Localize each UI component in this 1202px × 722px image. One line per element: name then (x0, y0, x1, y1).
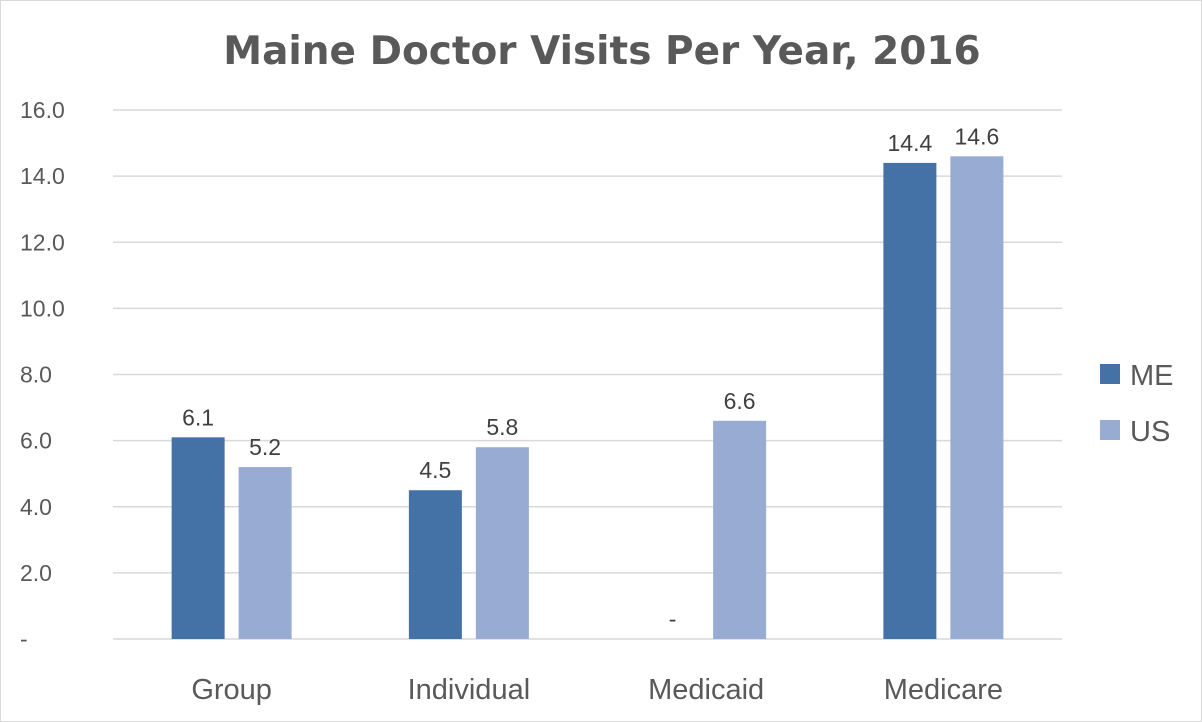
bar-me-individual (408, 490, 462, 639)
y-tick-label: 10.0 (20, 295, 65, 321)
bar-me-group (171, 437, 225, 639)
legend-label-me: ME (1130, 360, 1174, 392)
bar-us-medicare (950, 156, 1004, 639)
legend: ME US (1100, 360, 1174, 448)
data-label: 5.8 (486, 414, 518, 440)
y-tick-label: 8.0 (20, 362, 52, 388)
legend-label-us: US (1130, 416, 1170, 448)
data-label: 6.6 (724, 388, 756, 414)
legend-swatch-me (1100, 364, 1120, 384)
data-label: 5.2 (249, 434, 281, 460)
bar-us-individual (475, 447, 529, 639)
y-tick-label: 12.0 (20, 229, 65, 255)
data-label: 14.6 (954, 123, 999, 149)
y-tick-label: - (20, 626, 28, 652)
data-label: 6.1 (182, 404, 214, 430)
category-label: Medicaid (648, 674, 764, 706)
y-tick-label: 2.0 (20, 560, 52, 586)
category-label: Group (191, 674, 272, 706)
data-label: 14.4 (887, 130, 932, 156)
y-tick-label: 4.0 (20, 494, 52, 520)
data-label: 4.5 (419, 457, 451, 483)
category-label: Medicare (884, 674, 1003, 706)
bars (171, 156, 1004, 639)
data-labels: 6.1 5.2 4.5 5.8 - 6.6 14.4 14.6 (182, 123, 999, 632)
bar-me-medicare (883, 162, 937, 639)
y-tick-label: 6.0 (20, 428, 52, 454)
y-tick-label: 16.0 (20, 97, 65, 123)
chart-title: Maine Doctor Visits Per Year, 2016 (223, 29, 980, 74)
y-tick-label: 14.0 (20, 163, 65, 189)
bar-us-group (238, 467, 292, 639)
data-label: - (669, 606, 677, 632)
y-axis-tick-labels: - 2.0 4.0 6.0 8.0 10.0 12.0 14.0 16.0 (20, 97, 65, 652)
x-axis-category-labels: Group Individual Medicaid Medicare (191, 674, 1003, 706)
legend-swatch-us (1100, 420, 1120, 440)
category-label: Individual (408, 674, 531, 706)
bar-us-medicaid (713, 420, 767, 639)
